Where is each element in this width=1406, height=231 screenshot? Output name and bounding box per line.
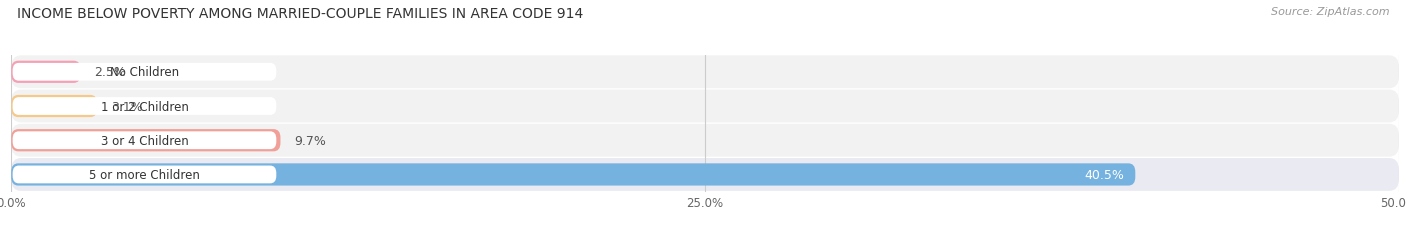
FancyBboxPatch shape	[13, 64, 277, 81]
FancyBboxPatch shape	[11, 95, 97, 118]
FancyBboxPatch shape	[11, 61, 80, 84]
Text: 40.5%: 40.5%	[1084, 168, 1125, 181]
Text: 1 or 2 Children: 1 or 2 Children	[101, 100, 188, 113]
Text: 9.7%: 9.7%	[294, 134, 326, 147]
FancyBboxPatch shape	[13, 166, 277, 184]
FancyBboxPatch shape	[11, 158, 1399, 191]
FancyBboxPatch shape	[11, 90, 1399, 123]
Text: INCOME BELOW POVERTY AMONG MARRIED-COUPLE FAMILIES IN AREA CODE 914: INCOME BELOW POVERTY AMONG MARRIED-COUPL…	[17, 7, 583, 21]
FancyBboxPatch shape	[11, 124, 1399, 157]
Text: No Children: No Children	[110, 66, 179, 79]
Text: Source: ZipAtlas.com: Source: ZipAtlas.com	[1271, 7, 1389, 17]
FancyBboxPatch shape	[11, 130, 280, 152]
Text: 3 or 4 Children: 3 or 4 Children	[101, 134, 188, 147]
Text: 3.1%: 3.1%	[111, 100, 143, 113]
Text: 5 or more Children: 5 or more Children	[89, 168, 200, 181]
FancyBboxPatch shape	[11, 164, 1135, 186]
FancyBboxPatch shape	[13, 98, 277, 116]
FancyBboxPatch shape	[13, 132, 277, 149]
Text: 2.5%: 2.5%	[94, 66, 127, 79]
FancyBboxPatch shape	[11, 56, 1399, 89]
